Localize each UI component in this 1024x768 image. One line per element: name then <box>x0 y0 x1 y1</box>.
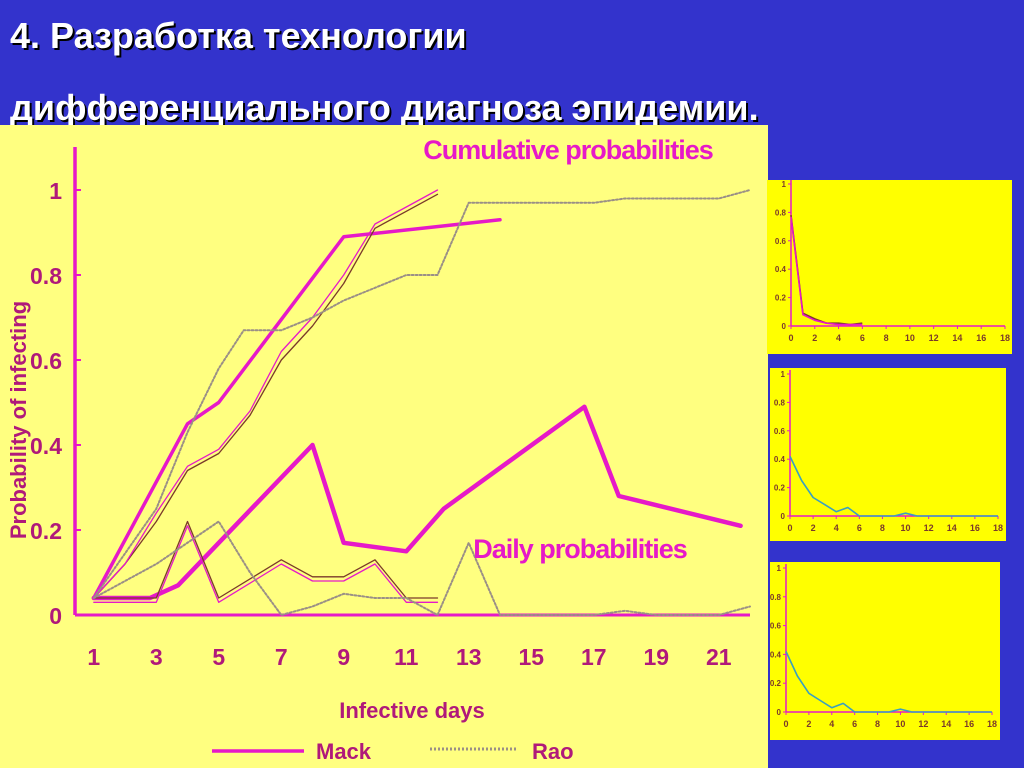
series-line-8 <box>92 520 751 616</box>
small-x-tick-label: 8 <box>884 333 889 343</box>
small-y-tick-label: 0.2 <box>775 294 787 303</box>
small-x-tick-label: 8 <box>880 523 885 533</box>
series-line-1 <box>92 218 502 600</box>
small-x-tick-label: 4 <box>834 523 839 533</box>
x-tick-label: 3 <box>150 644 163 670</box>
small-x-tick-label: 2 <box>812 333 817 343</box>
x-tick-label: 17 <box>581 644 607 670</box>
small-x-tick-label: 0 <box>788 333 793 343</box>
small-x-tick-label: 6 <box>857 523 862 533</box>
small-chart-panel-2: 0 0.2 0.4 0.6 0.8 1 0 2 4 6 8 10 12 14 16 18 <box>770 368 1006 541</box>
small-y-tick-label: 0.4 <box>770 650 782 659</box>
small-y-tick-label: 0.4 <box>774 455 786 464</box>
y-tick-label: 1 <box>49 178 62 204</box>
small-x-tick-label: 4 <box>829 719 834 729</box>
small-x-tick-label: 6 <box>852 719 857 729</box>
small-y-tick-label: 0.4 <box>775 265 787 274</box>
small-y-tick-label: 0.6 <box>770 622 782 631</box>
series-line-2 <box>91 404 743 601</box>
small-x-tick-label: 10 <box>905 333 915 343</box>
main-chart-axes: 00.20.40.60.811 3 5 7 9 11 13 15 17 19 21 <box>30 147 750 670</box>
annotation-cumulative: Cumulative probabilities <box>423 135 713 165</box>
x-axis-label: Infective days <box>339 698 485 723</box>
annotation-daily: Daily probabilities <box>473 534 687 564</box>
small-y-tick-label: 0.8 <box>775 208 787 217</box>
small-y-tick-label: 0.2 <box>770 679 782 688</box>
y-tick-label: 0.6 <box>30 348 62 374</box>
small-chart-panel-3: 0 0.2 0.4 0.6 0.8 1 0 2 4 6 8 10 12 14 16 18 <box>770 562 1000 740</box>
small-y-tick-label: 0.8 <box>774 398 786 407</box>
x-tick-label: 5 <box>212 644 225 670</box>
small-x-tick-label: 18 <box>1000 333 1010 343</box>
small-y-tick-label: 1 <box>782 180 787 189</box>
series-line-6 <box>93 520 439 599</box>
small-x-tick-label: 10 <box>901 523 911 533</box>
small-y-tick-label: 0 <box>777 708 782 717</box>
small-x-tick-label: 16 <box>964 719 974 729</box>
small-x-tick-label: 4 <box>836 333 841 343</box>
slide-title: 4. Разработка технологии дифференциально… <box>10 0 1020 144</box>
small-y-tick-label: 1 <box>777 564 782 573</box>
legend-label-mack: Mack <box>316 739 372 764</box>
small-x-tick-label: 18 <box>993 523 1003 533</box>
x-tick-label: 7 <box>275 644 288 670</box>
small-chart-3: 00.20.40.60.810 2 4 6 8 10 12 14 16 18 <box>770 564 997 729</box>
small-y-tick-label: 0.2 <box>774 484 786 493</box>
small-y-tick-label: 0 <box>781 512 786 521</box>
small-x-tick-label: 6 <box>860 333 865 343</box>
small-y-tick-label: 1 <box>781 370 786 379</box>
small-x-tick-label: 12 <box>918 719 928 729</box>
y-tick-label: 0.4 <box>30 433 62 459</box>
legend-label-rao: Rao <box>532 739 574 764</box>
series-line-5 <box>92 189 751 599</box>
y-tick-label: 0.8 <box>30 263 62 289</box>
small-series-line-1 <box>789 456 998 517</box>
small-x-tick-label: 14 <box>941 719 951 729</box>
main-chart-panel: 0 0.2 0.4 0.6 0.8 1 1 3 5 7 9 11 13 15 17 19 21 Cumulati… <box>0 125 768 768</box>
small-y-tick-label: 0 <box>782 322 787 331</box>
series-line-7 <box>93 525 439 603</box>
x-tick-label: 13 <box>456 644 482 670</box>
small-x-tick-label: 8 <box>875 719 880 729</box>
small-x-tick-label: 14 <box>947 523 957 533</box>
main-chart: 00.20.40.60.811 3 5 7 9 11 13 15 17 19 21 Cumulati… <box>6 135 751 764</box>
small-chart-panel-1: 0 0.2 0.4 0.6 0.8 1 0 2 4 6 8 10 12 14 16 18 <box>767 180 1012 354</box>
small-x-tick-label: 0 <box>787 523 792 533</box>
x-tick-label: 21 <box>706 644 732 670</box>
y-tick-label: 0 <box>49 603 62 629</box>
small-x-tick-label: 2 <box>806 719 811 729</box>
y-tick-label: 0.2 <box>30 518 62 544</box>
y-axis-label: Probability of infecting <box>6 301 31 539</box>
small-chart-1: 00.20.40.60.810 2 4 6 8 10 12 14 16 18 <box>775 180 1010 343</box>
small-x-tick-label: 16 <box>970 523 980 533</box>
small-x-tick-label: 2 <box>811 523 816 533</box>
small-x-tick-label: 0 <box>783 719 788 729</box>
small-x-tick-label: 10 <box>895 719 905 729</box>
small-y-tick-label: 0.6 <box>774 427 786 436</box>
small-x-tick-label: 12 <box>929 333 939 343</box>
small-y-tick-label: 0.6 <box>775 237 787 246</box>
series-line-3 <box>93 193 439 599</box>
small-y-tick-label: 0.8 <box>770 593 782 602</box>
small-x-tick-label: 12 <box>924 523 934 533</box>
slide-title-line-1: 4. Разработка технологии <box>10 15 467 56</box>
legend: Mack Rao <box>212 739 574 764</box>
x-tick-label: 1 <box>87 644 100 670</box>
small-x-tick-label: 14 <box>952 333 962 343</box>
x-tick-label: 11 <box>394 644 419 670</box>
series-line-4 <box>93 189 439 599</box>
small-series-line-1 <box>785 651 992 713</box>
small-chart-2: 00.20.40.60.810 2 4 6 8 10 12 14 16 18 <box>774 370 1003 533</box>
small-series-line-2 <box>790 216 863 326</box>
slide-title-line-2: дифференциального диагноза эпидемии. <box>10 87 759 128</box>
main-chart-series <box>91 189 751 616</box>
small-x-tick-label: 16 <box>976 333 986 343</box>
x-tick-label: 15 <box>518 644 544 670</box>
small-x-tick-label: 18 <box>987 719 997 729</box>
x-tick-label: 9 <box>337 644 350 670</box>
x-tick-label: 19 <box>643 644 669 670</box>
